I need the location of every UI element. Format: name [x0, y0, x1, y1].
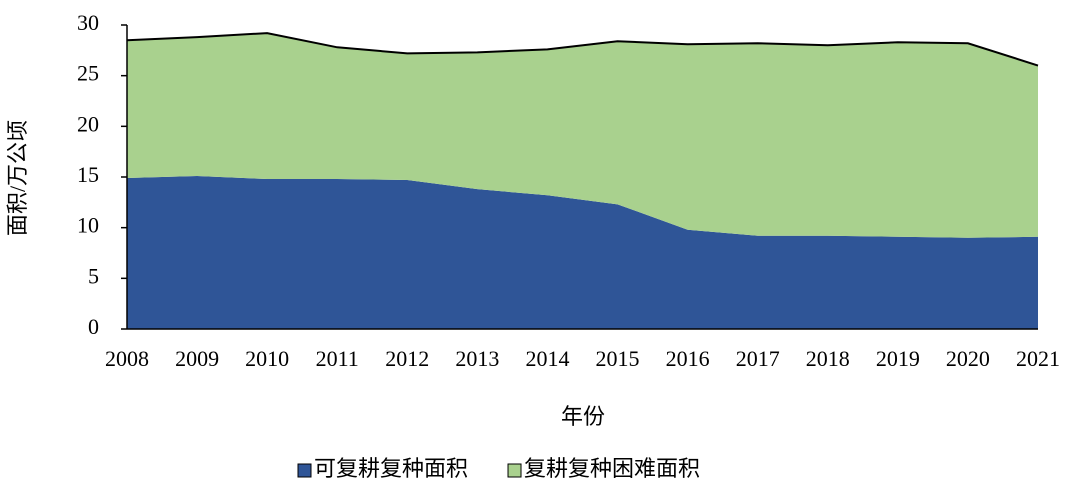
legend-label: 可复耕复种面积 [314, 456, 468, 481]
x-tick-label: 2021 [1016, 346, 1060, 371]
y-tick-label: 0 [88, 314, 99, 339]
y-tick-label: 20 [77, 111, 99, 136]
y-axis-title: 面积/万公顷 [5, 120, 30, 236]
x-tick-label: 2013 [455, 346, 499, 371]
x-tick-label: 2019 [876, 346, 920, 371]
x-axis-title: 年份 [561, 404, 605, 429]
legend-swatch [297, 463, 312, 478]
x-tick-label: 2016 [666, 346, 710, 371]
x-tick-label: 2008 [105, 346, 149, 371]
area [127, 175, 1038, 329]
y-tick-label: 25 [77, 61, 99, 86]
x-tick-label: 2017 [736, 346, 780, 371]
legend-swatch [507, 463, 522, 478]
x-tick-label: 2012 [385, 346, 429, 371]
x-tick-label: 2018 [806, 346, 850, 371]
area-outline [126, 32, 1039, 67]
x-tick-label: 2014 [525, 346, 569, 371]
legend-label: 复耕复种困难面积 [524, 456, 700, 481]
y-tick-label: 15 [77, 162, 99, 187]
area [127, 33, 1038, 238]
y-tick-label: 5 [88, 263, 99, 288]
y-tick-label: 30 [77, 10, 99, 35]
x-tick-label: 2015 [596, 346, 640, 371]
x-tick-label: 2020 [946, 346, 990, 371]
x-tick-label: 2010 [245, 346, 289, 371]
x-tick-label: 2009 [175, 346, 219, 371]
y-tick-label: 10 [77, 213, 99, 238]
x-tick-label: 2011 [316, 346, 359, 371]
